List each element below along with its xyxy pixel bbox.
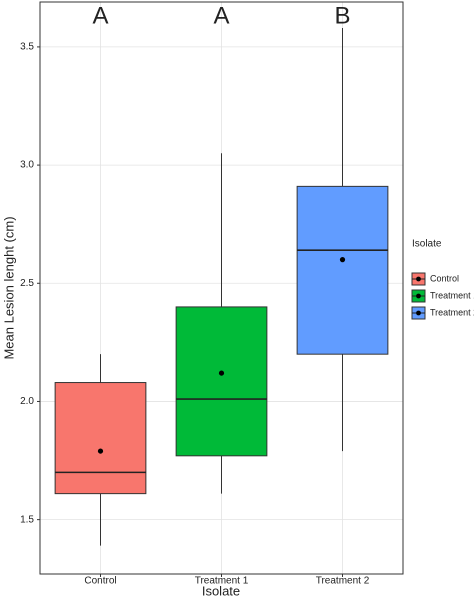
legend-label: Treatment 2 [430, 307, 474, 317]
box [54, 382, 147, 495]
group-label: A [92, 2, 108, 29]
box [175, 306, 268, 457]
y-tick-label: 2.5 [20, 278, 34, 289]
y-tick-label: 1.5 [20, 514, 34, 525]
x-tick-label: Control [84, 576, 116, 587]
y-tick-label: 3.0 [20, 160, 34, 171]
panel-border [39, 1, 404, 575]
legend-label: Control [430, 273, 459, 283]
legend-key-dot [416, 310, 421, 316]
legend-key-dot [416, 276, 421, 282]
mean-point [218, 370, 225, 376]
y-axis-label: Mean Lesion lenght (cm) [1, 216, 16, 359]
y-tick-label: 2.0 [20, 396, 34, 407]
legend-label: Treatment 1 [430, 290, 474, 300]
group-label: B [334, 2, 350, 29]
box [296, 185, 389, 355]
legend-title: Isolate [412, 239, 442, 250]
mean-point [97, 448, 104, 454]
x-axis-label: Isolate [202, 583, 240, 598]
y-tick-label: 3.5 [20, 42, 34, 53]
legend-key-dot [416, 293, 421, 299]
group-label: A [213, 2, 229, 29]
x-tick-label: Treatment 1 [195, 576, 249, 587]
x-tick-label: Treatment 2 [316, 576, 370, 587]
mean-point [339, 257, 346, 263]
